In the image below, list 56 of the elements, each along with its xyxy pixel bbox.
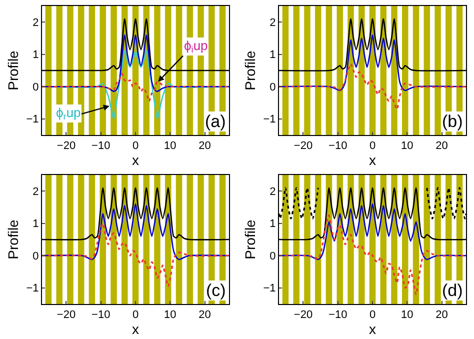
y-tick-label: 2 — [270, 186, 276, 198]
x-tick-label: 0 — [132, 140, 139, 152]
x-tick-label: 0 — [369, 140, 376, 152]
y-axis-title: Profile — [242, 50, 258, 90]
x-tick-label: −20 — [56, 140, 76, 152]
y-tick-label: 1 — [270, 49, 276, 62]
annotation: (b) — [442, 112, 463, 131]
x-tick-label: 20 — [436, 309, 448, 322]
y-tick-label: 0 — [32, 81, 39, 94]
y-tick-label: −1 — [263, 114, 276, 126]
line-series — [42, 203, 229, 260]
y-tick-label: 2 — [270, 16, 276, 29]
line-series — [42, 72, 229, 102]
y-tick-label: 1 — [32, 49, 39, 62]
y-tick-label: 1 — [32, 218, 39, 230]
line-series — [279, 34, 466, 92]
line-series — [279, 203, 466, 260]
x-tick-label: 20 — [198, 140, 211, 152]
x-tick-label: 10 — [164, 309, 176, 322]
y-tick-label: 2 — [32, 186, 39, 198]
x-tick-label: −10 — [92, 309, 110, 322]
x-tick-label: 10 — [401, 309, 414, 322]
x-tick-label: 10 — [401, 140, 414, 152]
y-tick-label: 0 — [270, 250, 276, 262]
y-tick-label: 0 — [270, 81, 276, 94]
y-tick-label: 1 — [270, 218, 276, 230]
y-axis-title: Profile — [4, 219, 21, 260]
x-axis-title: x — [369, 321, 376, 338]
x-tick-label: −20 — [294, 309, 313, 322]
x-tick-label: 0 — [132, 309, 139, 322]
annotation: ϕ$_{i}$up — [184, 38, 208, 55]
y-axis-title: Profile — [4, 50, 21, 90]
x-axis-title: x — [132, 321, 139, 338]
y-tick-label: 2 — [32, 16, 39, 29]
y-tick-label: −1 — [263, 282, 276, 295]
x-tick-label: −20 — [294, 140, 313, 152]
y-tick-label: 0 — [32, 250, 39, 262]
x-axis-title: x — [369, 152, 376, 168]
x-axis-title: x — [132, 152, 139, 168]
annotation: (d) — [442, 281, 463, 300]
annotation: ϕ$_{r}$up — [56, 105, 81, 122]
x-tick-label: −10 — [328, 309, 348, 322]
x-tick-label: −10 — [92, 140, 110, 152]
x-tick-label: 20 — [198, 309, 211, 322]
x-tick-label: −10 — [328, 140, 348, 152]
x-tick-label: 10 — [164, 140, 176, 152]
y-tick-label: −1 — [26, 114, 39, 126]
annotation: (c) — [206, 281, 226, 300]
x-tick-label: −20 — [56, 309, 76, 322]
y-tick-label: −1 — [26, 282, 39, 295]
x-tick-label: 0 — [369, 309, 376, 322]
annotation: (a) — [205, 112, 226, 131]
x-tick-label: 20 — [436, 140, 448, 152]
line-series — [42, 34, 229, 92]
y-axis-title: Profile — [242, 219, 258, 260]
line-series — [279, 63, 466, 110]
